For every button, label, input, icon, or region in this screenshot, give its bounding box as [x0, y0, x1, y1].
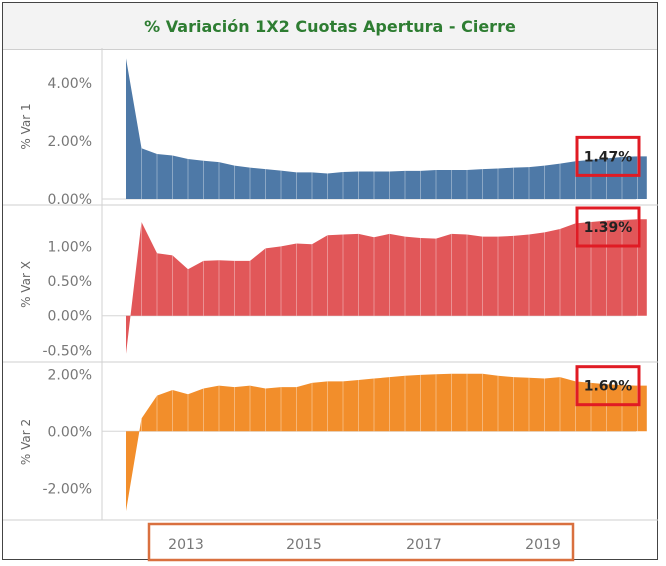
x-tick-2015: 2015 — [286, 537, 322, 553]
var-1-tick-1: 4.00% — [48, 76, 92, 92]
x-tick-2013: 2013 — [168, 537, 204, 553]
var-1-tick-2: 2.00% — [48, 134, 92, 150]
var-1-axis-label: % Var 1 — [19, 103, 33, 149]
var-x-data-label: 1.39% — [584, 220, 633, 236]
var-2-tick-3: -2.00% — [42, 481, 92, 497]
var-x-tick-2: 0.50% — [48, 274, 92, 290]
var-x-tick-1: 1.00% — [48, 239, 92, 255]
var-1-tick-3: 0.00% — [48, 192, 92, 208]
var-x-tick-4: -0.50% — [42, 343, 92, 359]
chart-title: % Variación 1X2 Cuotas Apertura - Cierre — [144, 16, 516, 36]
var-1-area — [126, 58, 647, 199]
var-2-area — [126, 373, 647, 512]
var-2-tick-1: 2.00% — [48, 367, 92, 383]
var-2-highlight-box — [575, 365, 641, 407]
var-x-area — [126, 219, 647, 354]
x-tick-2017: 2017 — [406, 537, 442, 553]
var-x-axis-label: % Var X — [19, 261, 33, 308]
var-2-data-label: 1.60% — [584, 379, 633, 395]
title-bar: % Variación 1X2 Cuotas Apertura - Cierre — [3, 3, 657, 50]
x-tick-2019: 2019 — [525, 537, 561, 553]
var-1-data-label: 1.47% — [584, 149, 633, 165]
var-2-axis-label: % Var 2 — [19, 419, 33, 465]
var-1-highlight-box — [575, 135, 641, 177]
var-2-tick-2: 0.00% — [48, 424, 92, 440]
x-axis-highlight-box — [147, 522, 575, 562]
var-x-tick-3: 0.00% — [48, 309, 92, 325]
var-x-highlight-box — [575, 206, 641, 248]
